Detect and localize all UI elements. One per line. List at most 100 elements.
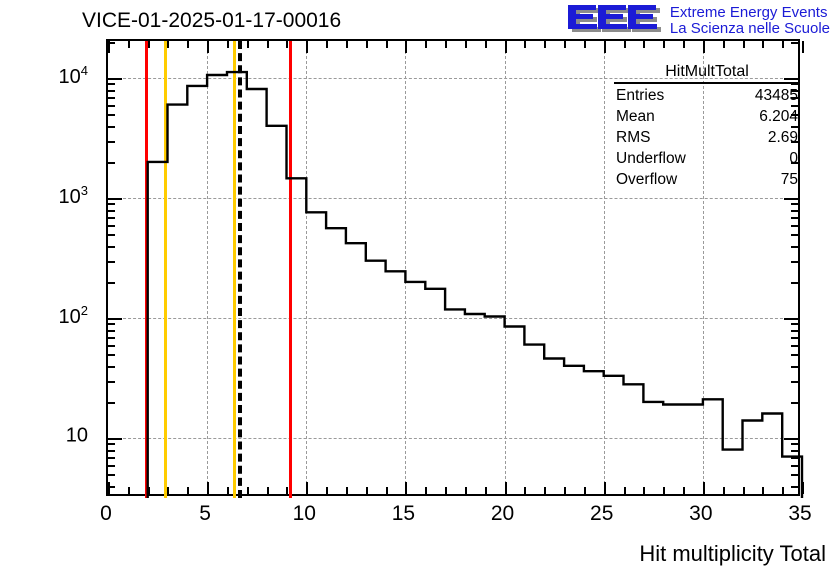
x-axis-tick	[564, 487, 567, 494]
y-axis-tick	[108, 344, 115, 347]
x-axis-tick-label: 20	[490, 502, 515, 525]
y-axis-tick	[108, 104, 115, 107]
y-axis-tick	[108, 216, 115, 219]
x-axis-tick	[504, 482, 507, 494]
x-axis-tick	[187, 487, 190, 494]
y-axis-tick	[108, 438, 122, 440]
grid-line-vertical	[504, 41, 506, 494]
plot-frame	[106, 39, 804, 498]
y-axis-tick	[791, 114, 798, 117]
y-axis-tick	[108, 89, 115, 92]
x-axis-tick	[603, 41, 606, 53]
x-axis-tick	[683, 487, 686, 494]
y-axis-tick	[791, 323, 798, 326]
x-axis-tick	[326, 41, 329, 48]
y-axis-tick	[791, 380, 798, 383]
x-axis-tick	[127, 41, 130, 48]
y-axis-tick	[791, 216, 798, 219]
x-axis-tick	[405, 482, 408, 494]
y-axis-tick	[791, 203, 798, 206]
x-axis-tick	[425, 41, 428, 48]
x-axis-tick-label: 15	[391, 502, 416, 525]
y-axis-tick	[791, 354, 798, 357]
stats-title: HitMultTotal	[614, 63, 800, 84]
y-axis-tick	[791, 485, 798, 488]
x-axis-tick	[425, 487, 428, 494]
y-axis-tick	[791, 474, 798, 477]
x-axis-tick	[345, 487, 348, 494]
grid-line-horizontal	[108, 438, 798, 439]
x-axis-tick-label: 30	[689, 502, 713, 525]
stats-label: RMS	[616, 129, 651, 147]
y-axis-tick	[108, 443, 115, 446]
y-axis-tick	[791, 104, 798, 107]
x-axis-tick	[226, 487, 229, 494]
y-axis-tick	[791, 161, 798, 164]
y-axis-tick	[108, 224, 115, 227]
y-axis-tick	[791, 281, 798, 284]
eee-logo-mark	[566, 4, 662, 38]
x-axis-tick	[782, 41, 785, 48]
x-axis-tick	[147, 41, 150, 48]
y-axis-tick	[108, 449, 115, 452]
x-axis-tick-label: 35	[788, 502, 812, 525]
page-title: VICE-01-2025-01-17-00016	[82, 9, 342, 32]
y-axis-tick	[791, 41, 798, 44]
grid-line-horizontal	[108, 198, 798, 199]
y-axis-tick	[108, 96, 115, 99]
x-axis-tick	[207, 482, 210, 494]
y-axis-tick	[108, 336, 115, 339]
x-axis-tick	[306, 41, 309, 53]
stats-value: 6.204	[759, 108, 798, 126]
low-yellow-cut	[163, 41, 167, 498]
x-axis-tick	[702, 482, 705, 494]
y-axis-tick	[108, 203, 115, 206]
stats-row: Overflow 75	[614, 169, 800, 190]
y-axis-tick	[791, 83, 798, 86]
y-axis-tick	[791, 89, 798, 92]
y-axis-tick	[784, 78, 798, 80]
x-axis-tick	[564, 41, 567, 48]
y-axis-tick-label: 102	[58, 303, 88, 328]
y-axis-tick	[791, 224, 798, 227]
x-axis-tick	[405, 41, 408, 53]
y-axis-tick	[791, 336, 798, 339]
x-axis-tick	[802, 41, 804, 53]
x-axis-tick-label: 5	[199, 502, 211, 525]
y-axis-tick	[791, 329, 798, 332]
stats-value: 75	[780, 171, 798, 189]
x-axis-tick	[742, 487, 745, 494]
x-axis-tick	[187, 41, 190, 48]
x-axis-tick	[603, 482, 606, 494]
grid-line-vertical	[702, 41, 704, 494]
x-axis-tick	[683, 41, 686, 48]
x-axis-tick	[345, 41, 348, 48]
x-axis-tick	[445, 41, 448, 48]
y-axis-tick	[791, 464, 798, 467]
y-axis-tick	[108, 380, 115, 383]
x-axis-tick	[127, 487, 130, 494]
stats-label: Entries	[616, 87, 665, 104]
y-axis-tick	[108, 41, 115, 44]
y-axis-tick	[791, 234, 798, 237]
x-axis-tick	[484, 41, 487, 48]
y-axis-tick	[784, 198, 798, 200]
y-axis-tick-label: 104	[58, 63, 88, 88]
y-axis-tick	[791, 401, 798, 404]
x-axis-tick	[108, 41, 110, 53]
grid-line-vertical	[306, 41, 308, 494]
x-axis-tick	[722, 41, 725, 48]
y-axis-tick	[791, 260, 798, 263]
x-axis-tick	[504, 41, 507, 53]
x-axis-tick	[365, 487, 368, 494]
x-axis-tick	[306, 482, 309, 494]
y-axis-tick	[108, 464, 115, 467]
y-axis-tick	[108, 401, 115, 404]
stats-box: HitMultTotal Entries 43485 Mean 6.204 RMS 2.6…	[614, 63, 800, 190]
y-axis-tick	[791, 140, 798, 143]
y-axis-tick	[108, 83, 115, 86]
y-axis-tick	[108, 140, 115, 143]
x-axis-tick	[108, 482, 110, 494]
y-axis-tick	[108, 209, 115, 212]
low-red-cut	[144, 41, 148, 498]
